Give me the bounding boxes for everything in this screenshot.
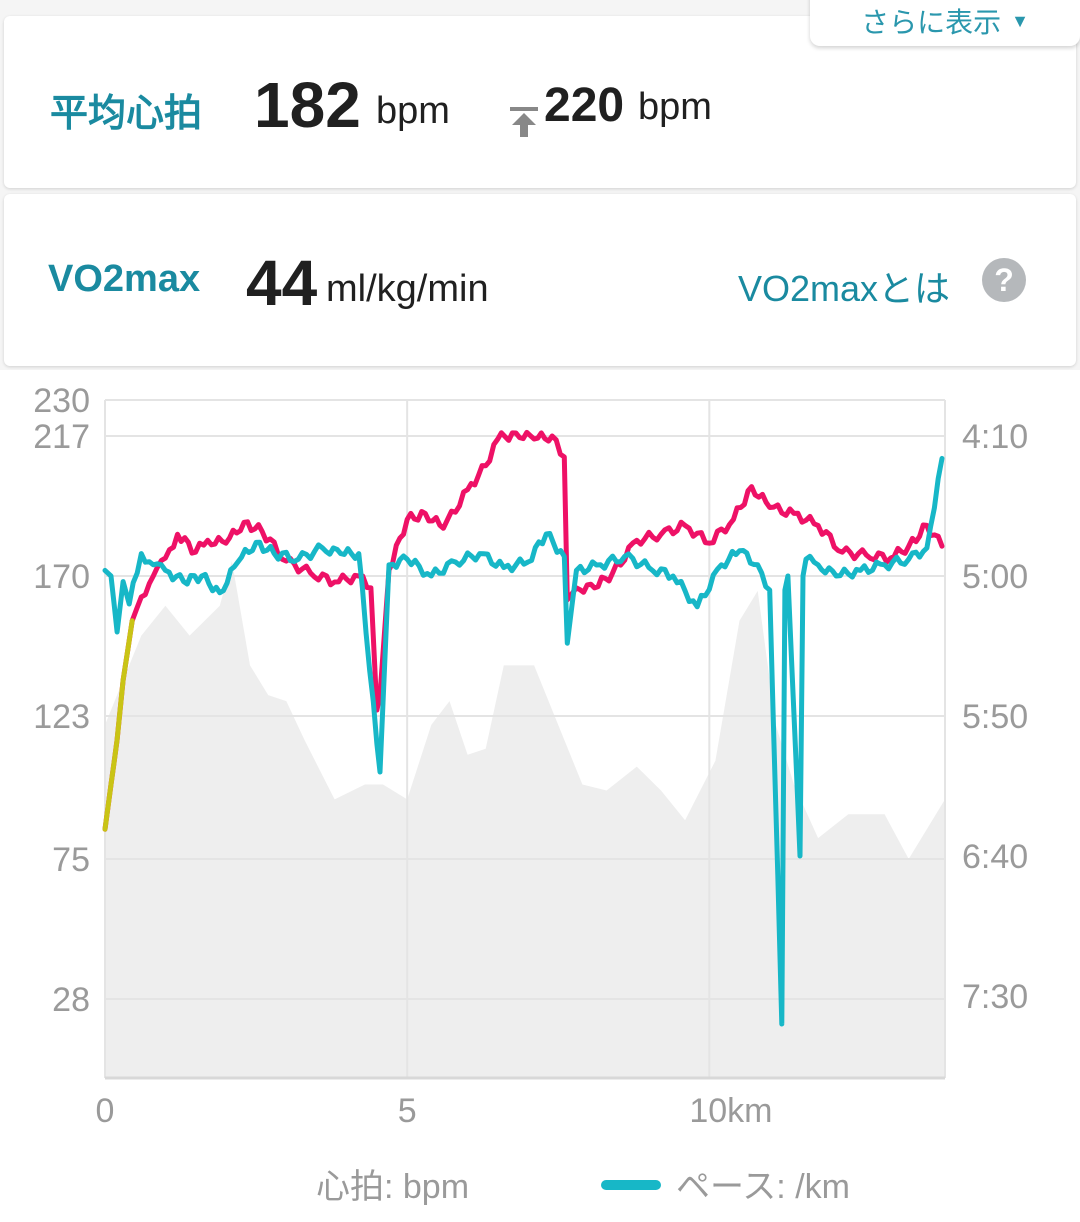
heart-rate-series-line — [102, 429, 945, 832]
right-axis-tick-label: 5:50 — [962, 698, 1028, 736]
elevation-area — [105, 561, 945, 1078]
avg-heart-rate-label: 平均心拍 — [50, 93, 203, 135]
vo2max-info-link[interactable]: VO2maxとは — [737, 268, 950, 309]
chart-container: 230 217 170 123 75 28 4:10 5:00 5:50 6:40 7:30 0 5 10… — [0, 370, 1080, 1222]
show-more-label: さらに表示 — [861, 7, 1002, 38]
right-axis-tick-label: 7:30 — [962, 978, 1028, 1016]
x-axis-tick-label: 10km — [689, 1092, 772, 1130]
right-axis-tick-label: 4:10 — [962, 418, 1028, 456]
max-heart-rate-unit: bpm — [638, 86, 712, 128]
legend-heart-rate-label: 心拍: bpm — [316, 1168, 469, 1206]
pace-series-line — [102, 455, 945, 1027]
left-axis-tick-label: 217 — [33, 418, 90, 456]
heart-rate-warmup-segment — [102, 618, 135, 832]
vo2max-unit: ml/kg/min — [326, 268, 489, 310]
max-heart-rate-value: 220 — [544, 79, 625, 132]
left-axis-tick-label: 75 — [52, 841, 90, 879]
avg-heart-rate-unit: bpm — [376, 90, 450, 132]
help-icon[interactable]: ? — [982, 258, 1026, 302]
right-axis-tick-label: 5:00 — [962, 558, 1028, 596]
right-axis-tick-label: 6:40 — [962, 838, 1028, 876]
left-axis-tick-label: 28 — [52, 981, 90, 1019]
show-more-button[interactable]: さらに表示 ▼ — [810, 0, 1080, 46]
vo2max-value: 44 — [246, 247, 318, 319]
left-axis-tick-label: 230 — [33, 382, 90, 420]
vo2max-card: VO2max 44 ml/kg/min VO2maxとは ? — [4, 194, 1076, 366]
avg-heart-rate-value: 182 — [254, 69, 361, 141]
x-axis-tick-label: 5 — [398, 1092, 417, 1130]
x-axis-tick-label: 0 — [96, 1092, 115, 1130]
left-axis-tick-label: 123 — [33, 698, 90, 736]
legend-pace-label: ペース: /km — [676, 1168, 850, 1206]
left-axis-tick-label: 170 — [33, 558, 90, 596]
caret-down-icon: ▼ — [1011, 10, 1029, 31]
vo2max-label: VO2max — [48, 258, 201, 300]
max-icon — [510, 107, 538, 137]
